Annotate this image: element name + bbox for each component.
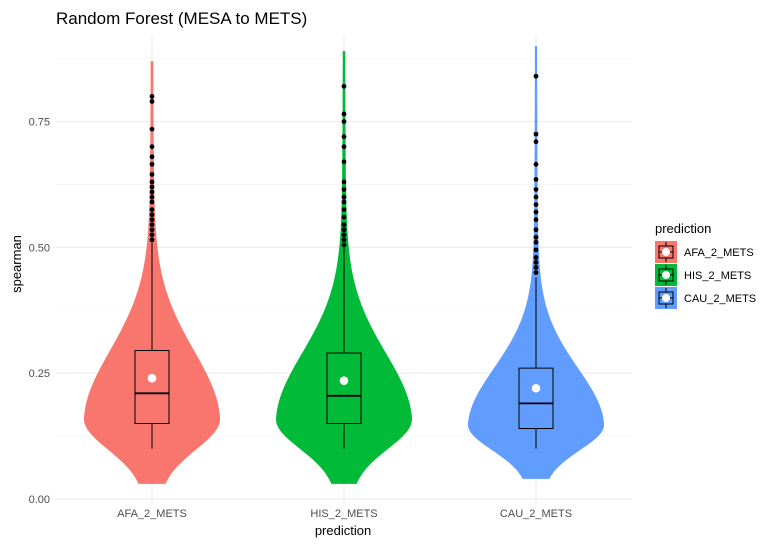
outlier-point	[533, 260, 539, 265]
outlier-point	[533, 177, 539, 182]
y-tick-label: 0.00	[29, 494, 50, 506]
outlier-point	[533, 255, 539, 260]
outlier-point	[533, 73, 539, 79]
outlier-point	[533, 202, 539, 207]
outlier-point	[533, 265, 539, 270]
mean-point-CAU_2_METS	[531, 383, 541, 393]
y-tick-label: 0.50	[29, 242, 50, 254]
outlier-point	[149, 154, 155, 160]
outlier-point	[341, 232, 347, 238]
outlier-point	[341, 194, 347, 200]
outlier-point	[149, 237, 155, 243]
outlier-point	[149, 199, 155, 205]
outlier-point	[533, 161, 539, 167]
outlier-point	[533, 187, 539, 192]
outlier-point	[149, 189, 155, 195]
mean-point-AFA_2_METS	[147, 373, 157, 383]
outlier-point	[149, 212, 155, 218]
outlier-point	[533, 194, 539, 200]
outlier-point	[533, 131, 539, 137]
outlier-point	[533, 227, 539, 233]
axes-layer: 0.00 0.25 0.50 0.75 AFA_2_METS HIS_2_METS CAU_…	[29, 117, 572, 520]
outlier-point	[341, 214, 347, 220]
outlier-point	[149, 194, 155, 200]
box-HIS_2_METS	[326, 352, 362, 424]
box-AFA_2_METS	[134, 350, 170, 424]
outlier-point	[149, 207, 155, 213]
outlier-point	[149, 144, 155, 150]
outlier-point	[341, 207, 347, 213]
outlier-point	[341, 199, 347, 205]
outlier-point	[149, 179, 155, 185]
outlier-point	[149, 99, 155, 104]
legend: prediction AFA_2_METS HIS_2_METS CAU_2_MET…	[655, 221, 756, 309]
legend-key-CAU_2_METS: CAU_2_METS	[655, 287, 756, 309]
chart-title: Random Forest (MESA to METS)	[56, 9, 307, 28]
y-tick-label: 0.75	[29, 117, 50, 129]
legend-label: HIS_2_METS	[684, 270, 751, 282]
outlier-point	[149, 222, 155, 228]
outlier-point	[341, 237, 347, 243]
outlier-point	[533, 270, 539, 275]
legend-key-AFA_2_METS: AFA_2_METS	[655, 241, 754, 263]
outlier-point	[341, 119, 347, 124]
outlier-point	[149, 161, 155, 167]
outlier-point	[341, 187, 347, 192]
outlier-point	[533, 209, 539, 215]
outlier-point	[341, 134, 347, 140]
outlier-point	[149, 217, 155, 223]
outlier-point	[149, 171, 155, 177]
outlier-point	[341, 144, 347, 150]
outlier-point	[341, 222, 347, 228]
outlier-point	[533, 139, 539, 145]
outlier-point	[149, 227, 155, 233]
outlier-point	[341, 111, 347, 117]
legend-label: AFA_2_METS	[684, 247, 754, 259]
box-CAU_2_METS	[518, 367, 554, 430]
boxplot-layer	[134, 73, 554, 449]
y-axis-title: spearman	[9, 235, 24, 293]
legend-key-HIS_2_METS: HIS_2_METS	[655, 264, 751, 286]
legend-label: CAU_2_METS	[684, 293, 756, 305]
outlier-point	[533, 247, 539, 253]
outlier-point	[341, 242, 347, 248]
outlier-point	[533, 234, 539, 240]
x-axis-title: prediction	[315, 523, 371, 538]
outlier-point	[341, 227, 347, 233]
legend-mean-glyph	[662, 271, 670, 279]
legend-mean-glyph	[662, 248, 670, 256]
outlier-point	[341, 83, 347, 89]
outlier-point	[149, 184, 155, 190]
outlier-point	[149, 126, 155, 132]
outlier-point	[341, 179, 347, 185]
legend-title: prediction	[655, 221, 711, 236]
outlier-point	[149, 93, 155, 99]
legend-mean-glyph	[662, 294, 670, 302]
outlier-point	[533, 217, 539, 223]
x-tick-label: HIS_2_METS	[310, 508, 377, 520]
outlier-point	[149, 232, 155, 238]
y-tick-label: 0.25	[29, 368, 50, 380]
x-tick-label: AFA_2_METS	[117, 508, 187, 520]
outlier-point	[341, 159, 347, 165]
x-tick-label: CAU_2_METS	[500, 508, 572, 520]
mean-point-HIS_2_METS	[339, 376, 349, 386]
outlier-point	[533, 239, 539, 245]
